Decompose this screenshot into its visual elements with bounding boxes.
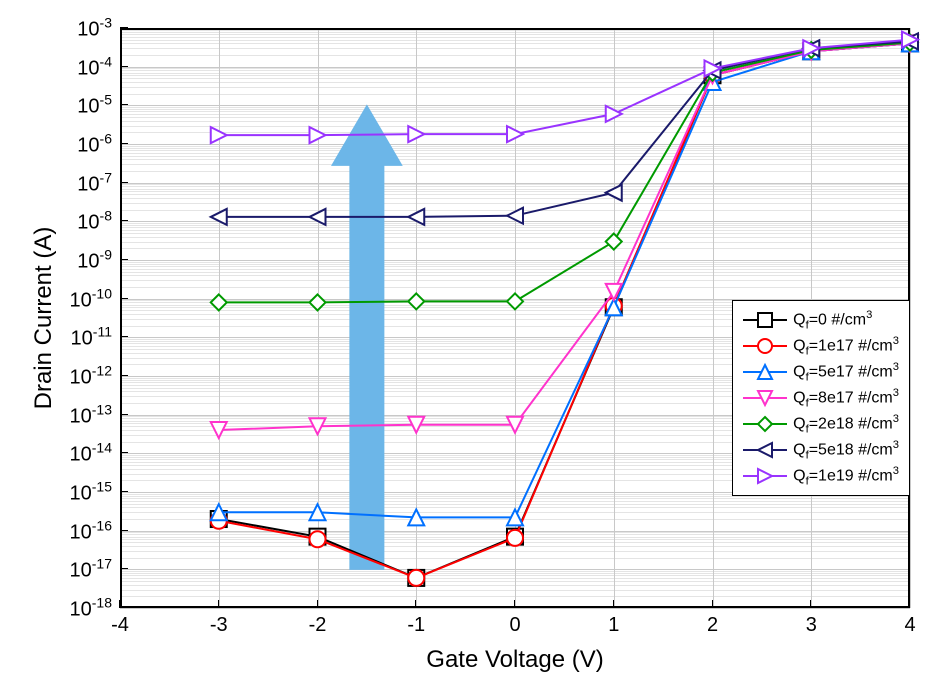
x-tick-label: -3: [210, 614, 228, 637]
legend-item: Qf=8e17 #/cm3: [743, 385, 899, 411]
legend-label: Qf=1e19 #/cm3: [793, 465, 899, 488]
x-axis-label: Gate Voltage (V): [365, 646, 665, 674]
data-marker: [758, 417, 772, 431]
x-tick-label: -1: [407, 614, 425, 637]
y-tick-label: 10-14: [62, 440, 112, 467]
legend-label: Qf=0 #/cm3: [793, 309, 872, 332]
data-marker: [758, 469, 772, 483]
legend-label: Qf=8e17 #/cm3: [793, 387, 899, 410]
y-tick-label: 10-17: [62, 556, 112, 583]
y-tick-label: 10-8: [62, 208, 112, 235]
y-axis-label: Drain Current (A): [30, 168, 58, 468]
y-tick-label: 10-7: [62, 169, 112, 196]
legend-marker-icon: [755, 440, 775, 460]
x-tick-label: -4: [111, 614, 129, 637]
data-marker: [758, 313, 772, 327]
y-tick-label: 10-9: [62, 247, 112, 274]
legend-swatch: [743, 414, 787, 434]
y-tick-label: 10-6: [62, 131, 112, 158]
legend-swatch: [743, 388, 787, 408]
x-tick-label: 3: [806, 614, 817, 637]
x-tick-label: 1: [608, 614, 619, 637]
legend-item: Qf=5e18 #/cm3: [743, 437, 899, 463]
data-marker: [758, 339, 772, 353]
chart-root: Drain Current (A) Gate Voltage (V) Qf=0 …: [0, 0, 944, 687]
y-tick-label: 10-5: [62, 92, 112, 119]
legend-item: Qf=5e17 #/cm3: [743, 359, 899, 385]
y-tick-label: 10-15: [62, 479, 112, 506]
x-tick-label: 0: [509, 614, 520, 637]
y-tick-label: 10-3: [62, 15, 112, 42]
y-tick-label: 10-11: [62, 324, 112, 351]
legend-marker-icon: [755, 388, 775, 408]
legend-swatch: [743, 310, 787, 330]
legend-swatch: [743, 466, 787, 486]
legend-item: Qf=1e17 #/cm3: [743, 333, 899, 359]
y-tick-label: 10-16: [62, 517, 112, 544]
gridline-y-major: [120, 608, 910, 609]
legend-marker-icon: [755, 414, 775, 434]
legend-marker-icon: [755, 310, 775, 330]
legend-swatch: [743, 440, 787, 460]
legend-label: Qf=2e18 #/cm3: [793, 413, 899, 436]
legend-item: Qf=0 #/cm3: [743, 307, 899, 333]
legend-marker-icon: [755, 362, 775, 382]
legend-marker-icon: [755, 466, 775, 486]
y-tick-label: 10-10: [62, 285, 112, 312]
legend-label: Qf=5e18 #/cm3: [793, 439, 899, 462]
y-tick-label: 10-4: [62, 53, 112, 80]
data-marker: [758, 365, 772, 379]
y-tick-label: 10-12: [62, 363, 112, 390]
legend-item: Qf=2e18 #/cm3: [743, 411, 899, 437]
legend-swatch: [743, 362, 787, 382]
x-tick-label: 4: [904, 614, 915, 637]
y-tick-label: 10-13: [62, 401, 112, 428]
y-tick-label: 10-18: [62, 595, 112, 622]
legend-marker-icon: [755, 336, 775, 356]
legend-swatch: [743, 336, 787, 356]
legend-label: Qf=5e17 #/cm3: [793, 361, 899, 384]
legend-item: Qf=1e19 #/cm3: [743, 463, 899, 489]
legend: Qf=0 #/cm3 Qf=1e17 #/cm3 Qf=5e17 #/cm3 Qf=8…: [732, 300, 910, 496]
data-marker: [758, 391, 772, 405]
x-tick-label: 2: [707, 614, 718, 637]
legend-label: Qf=1e17 #/cm3: [793, 335, 899, 358]
data-marker: [758, 443, 772, 457]
gridline-x-major: [910, 28, 911, 608]
x-tick-label: -2: [309, 614, 327, 637]
